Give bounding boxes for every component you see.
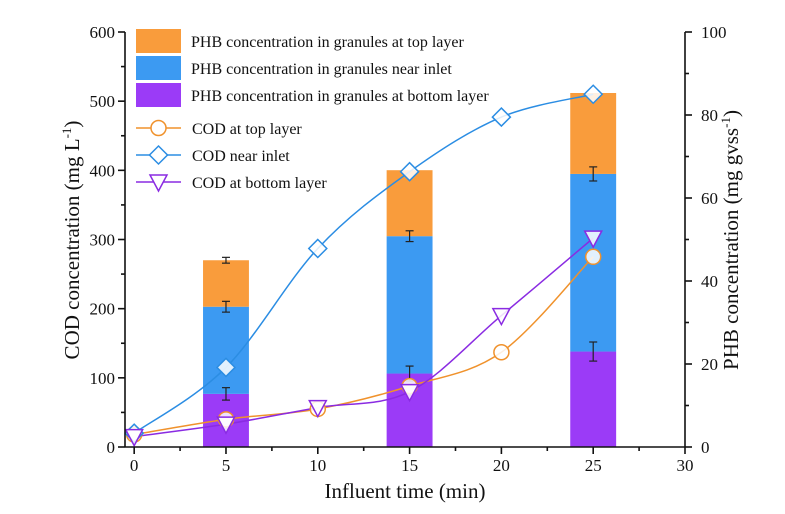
y2-tick-label: 20: [701, 355, 718, 374]
data-point: [124, 428, 144, 448]
data-point: [583, 84, 604, 105]
bar-segment: [386, 236, 433, 374]
legend-swatch: [136, 83, 181, 107]
bar-segment: [570, 351, 617, 447]
legend-swatch: [136, 56, 181, 80]
bars-layer: [203, 93, 617, 447]
legend-label: COD at bottom layer: [192, 175, 327, 192]
bar-segment: [203, 260, 249, 307]
legend-label: COD near inlet: [192, 148, 290, 165]
axes-layer: 0 100 200 300 400 500 600 0 20 40 60 80 100 0 5 10 15 20 2…: [90, 23, 727, 475]
x-tick-label: 20: [493, 456, 510, 475]
data-point: [216, 416, 236, 435]
y2-tick-label: 0: [701, 438, 710, 457]
y-axis-label: COD concentration (mg L-1): [59, 121, 84, 360]
y2-tick-label: 40: [701, 272, 718, 291]
y2-tick-label: 60: [701, 189, 718, 208]
y-tick-label: 200: [90, 300, 116, 319]
series-line: [134, 237, 594, 438]
x-tick-label: 30: [677, 456, 694, 475]
x-tick-label: 10: [309, 456, 326, 475]
y-tick-label: 0: [107, 438, 116, 457]
legend-label: COD at top layer: [192, 121, 302, 138]
legend-marker: [148, 174, 169, 193]
data-point: [399, 161, 420, 182]
legend-label: PHB concentration in granules at bottom …: [191, 88, 489, 105]
data-point: [215, 357, 237, 378]
data-point: [308, 399, 328, 419]
y2-tick-label: 100: [701, 23, 727, 42]
y-tick-label: 400: [90, 161, 116, 180]
data-point: [584, 248, 602, 266]
legend-marker: [148, 144, 169, 166]
y2-tick-label: 80: [701, 106, 718, 125]
x-tick-label: 15: [401, 456, 418, 475]
data-point: [583, 230, 603, 249]
y-tick-label: 300: [90, 231, 116, 250]
y-tick-label: 500: [90, 92, 116, 111]
x-tick-label: 5: [222, 456, 231, 475]
bar-segment: [570, 93, 617, 174]
data-point: [399, 383, 420, 403]
bar-segment: [203, 306, 249, 394]
data-point: [491, 107, 512, 128]
data-point: [493, 343, 510, 361]
x-tick-label: 0: [130, 456, 139, 475]
data-point: [491, 307, 512, 327]
legend-label: PHB concentration in granules near inlet: [191, 61, 452, 78]
y2-axis-label: PHB concentration (mg gvss-1): [718, 110, 743, 370]
x-tick-label: 25: [585, 456, 602, 475]
x-axis-label: Influent time (min): [325, 479, 486, 503]
y-tick-label: 100: [90, 369, 116, 388]
legend-swatch: [136, 29, 181, 53]
y-tick-label: 600: [90, 23, 116, 42]
legend-label: PHB concentration in granules at top lay…: [191, 34, 464, 51]
legend: PHB concentration in granules at top lay…: [136, 29, 489, 193]
lines-layer: [124, 84, 604, 448]
legend-marker: [150, 119, 167, 137]
data-point: [307, 238, 328, 259]
